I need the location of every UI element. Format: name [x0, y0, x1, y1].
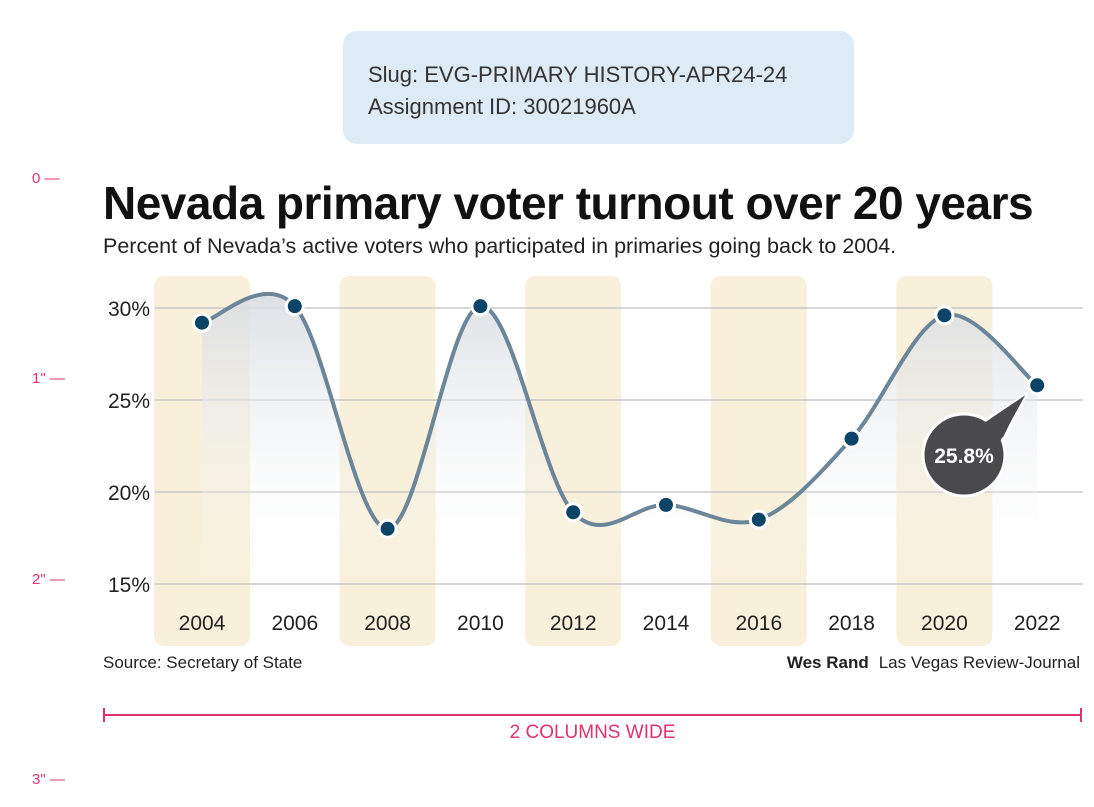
- data-point-2004: [195, 315, 209, 330]
- x-tick-label: 2014: [643, 612, 690, 635]
- ruler-mark-1: 1" —: [32, 370, 65, 387]
- source-note: Source: Secretary of State: [103, 653, 303, 672]
- y-tick-label: 30%: [108, 298, 150, 321]
- ruler-mark-2: 2" —: [32, 571, 65, 588]
- ruler-label: 2": [32, 571, 46, 588]
- data-point-2018: [844, 431, 859, 446]
- ruler-mark-0: 0 —: [32, 170, 60, 187]
- y-tick-label: 15%: [108, 574, 150, 597]
- x-tick-label: 2004: [179, 612, 226, 635]
- x-tick-label: 2022: [1014, 612, 1061, 635]
- x-tick-label: 2012: [550, 612, 597, 635]
- x-tick-label: 2020: [921, 612, 968, 635]
- x-tick-label: 2016: [735, 612, 782, 635]
- x-tick-label: 2008: [364, 612, 411, 635]
- callout-pointer-fill: [981, 395, 1026, 445]
- ruler-mark-3: 3" —: [32, 771, 65, 788]
- data-point-2008: [380, 521, 395, 536]
- data-point-2020: [937, 308, 952, 323]
- data-point-2014: [659, 497, 673, 512]
- data-point-2006: [287, 299, 302, 314]
- y-tick-label: 20%: [108, 482, 150, 505]
- chart-title: Nevada primary voter turnout over 20 yea…: [103, 177, 1034, 229]
- highlight-band-2016: [710, 276, 807, 646]
- credit: Wes Rand Las Vegas Review-Journal: [787, 653, 1080, 673]
- width-guide: [103, 708, 1082, 722]
- publication: Las Vegas Review-Journal: [878, 653, 1080, 672]
- data-point-2010: [473, 299, 488, 314]
- callout-bubble: [921, 412, 1007, 498]
- author: Wes Rand: [786, 653, 869, 672]
- data-point-2022: [1030, 378, 1045, 393]
- data-point-2016: [751, 512, 766, 527]
- area-fill: [202, 293, 1038, 584]
- ruler-label: 3": [32, 771, 46, 788]
- x-tick-label: 2010: [457, 612, 504, 635]
- callout-label: 25.8%: [934, 445, 994, 468]
- ruler-label: 0: [32, 170, 41, 187]
- ruler-label: 1": [32, 370, 46, 387]
- x-tick-label: 2018: [828, 612, 875, 635]
- assignment-id: Assignment ID: 30021960A: [368, 94, 636, 119]
- y-tick-label: 25%: [108, 390, 150, 413]
- slug-line: Slug: EVG-PRIMARY HISTORY-APR24-24: [368, 62, 788, 87]
- slug-box: Slug: EVG-PRIMARY HISTORY-APR24-24 Assig…: [343, 31, 854, 144]
- x-tick-label: 2006: [271, 612, 318, 635]
- width-label: 2 COLUMNS WIDE: [509, 722, 676, 743]
- chart-subtitle: Percent of Nevada’s active voters who pa…: [103, 234, 897, 258]
- data-point-2012: [566, 505, 581, 520]
